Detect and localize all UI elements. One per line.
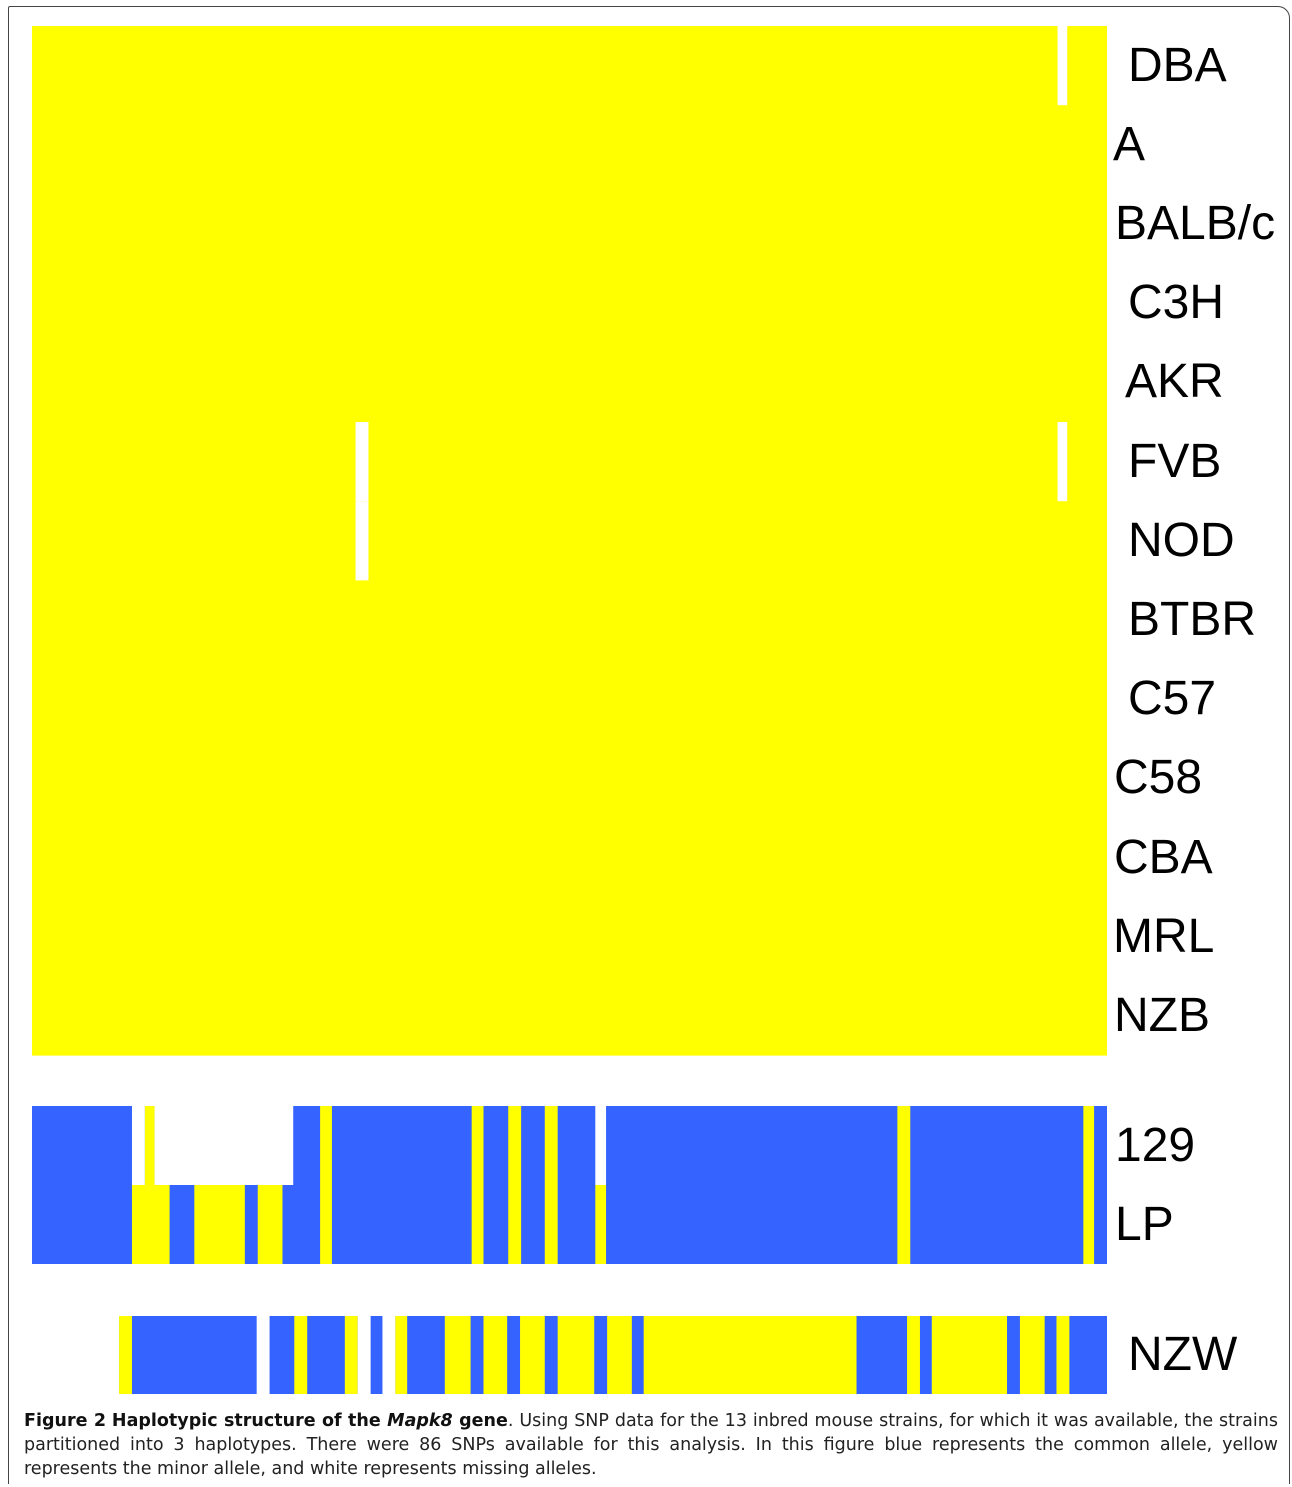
snp-segment-both-9 xyxy=(544,1106,558,1264)
snp-segment-nzw-7 xyxy=(395,1316,408,1394)
snp-segment-129-0 xyxy=(131,1106,145,1185)
strain-label-fvb: FVB xyxy=(1128,434,1222,488)
snp-segment-dba-0 xyxy=(1057,26,1068,106)
haplotype-heatmap xyxy=(32,26,1107,1394)
snp-segment-nzw-10 xyxy=(520,1316,545,1394)
figure-caption: Figure 2 Haplotypic structure of the Map… xyxy=(24,1409,1278,1481)
strain-label-129: 129 xyxy=(1115,1118,1196,1172)
snp-segment-129-2 xyxy=(154,1106,294,1185)
strain-label-c3h: C3H xyxy=(1128,276,1225,330)
strain-label-btbr: BTBR xyxy=(1128,593,1257,646)
snp-segment-129-1 xyxy=(144,1106,155,1185)
snp-segment-nzw-14 xyxy=(907,1316,920,1394)
snp-segment-lp-4 xyxy=(194,1185,245,1264)
snp-segment-nzw-6 xyxy=(382,1316,396,1394)
snp-segment-nzw-0 xyxy=(32,1316,120,1394)
snp-segment-nzw-11 xyxy=(557,1316,595,1394)
strain-label-balb-c: BALB/c xyxy=(1115,197,1276,250)
snp-segment-129-10 xyxy=(595,1106,607,1185)
snp-segment-nzw-9 xyxy=(483,1316,508,1394)
strain-label-mrl: MRL xyxy=(1113,909,1215,963)
figure-title-gene: Mapk8 xyxy=(387,1411,453,1431)
snp-segment-nzw-2 xyxy=(256,1316,270,1394)
figure-label: Figure 2 xyxy=(24,1411,107,1431)
snp-segment-both-13 xyxy=(1083,1106,1095,1264)
haplotype-block-1 xyxy=(32,26,1107,1056)
figure-caption-text: . Using SNP data for the 13 inbred mouse… xyxy=(24,1411,1278,1479)
snp-segment-both-6 xyxy=(320,1106,332,1264)
strain-label-nzb: NZB xyxy=(1114,989,1210,1042)
snp-segment-nzw-5 xyxy=(357,1316,371,1394)
snp-segment-nzw-15 xyxy=(931,1316,1008,1394)
snp-segment-both-8 xyxy=(508,1106,522,1264)
snp-segment-both-7 xyxy=(471,1106,484,1264)
snp-segment-nzw-17 xyxy=(1056,1316,1070,1394)
strain-label-nzw: NZW xyxy=(1128,1328,1238,1381)
snp-segment-fvb-3 xyxy=(1057,422,1068,502)
snp-segment-lp-11 xyxy=(595,1185,607,1264)
figure-title-pre: Haplotypic structure of the xyxy=(111,1411,388,1431)
snp-segment-lp-3 xyxy=(131,1185,170,1264)
snp-segment-nzw-16 xyxy=(1019,1316,1045,1394)
strain-label-akr: AKR xyxy=(1125,355,1224,409)
strain-label-nod: NOD xyxy=(1128,513,1235,567)
snp-segment-nzw-3 xyxy=(294,1316,308,1394)
strain-label-dba: DBA xyxy=(1128,38,1227,92)
strain-label-c58: C58 xyxy=(1114,751,1203,805)
figure-title-post: gene xyxy=(452,1411,508,1431)
strain-label-a: A xyxy=(1113,117,1146,171)
strain-label-c57: C57 xyxy=(1128,672,1217,726)
snp-segment-fvb-1 xyxy=(355,422,369,502)
snp-segment-nzw-8 xyxy=(444,1316,471,1394)
snp-segment-nzw-12 xyxy=(607,1316,632,1394)
strain-label-lp: LP xyxy=(1115,1197,1174,1251)
snp-segment-both-12 xyxy=(897,1106,911,1264)
figure-frame xyxy=(8,6,1290,1484)
strain-label-cba: CBA xyxy=(1114,830,1213,884)
snp-segment-nzw-4 xyxy=(344,1316,358,1394)
snp-segment-nzw-13 xyxy=(643,1316,857,1394)
snp-segment-nod-2 xyxy=(355,501,369,581)
snp-segment-nzw-1 xyxy=(119,1316,132,1394)
snp-segment-lp-5 xyxy=(257,1185,283,1264)
